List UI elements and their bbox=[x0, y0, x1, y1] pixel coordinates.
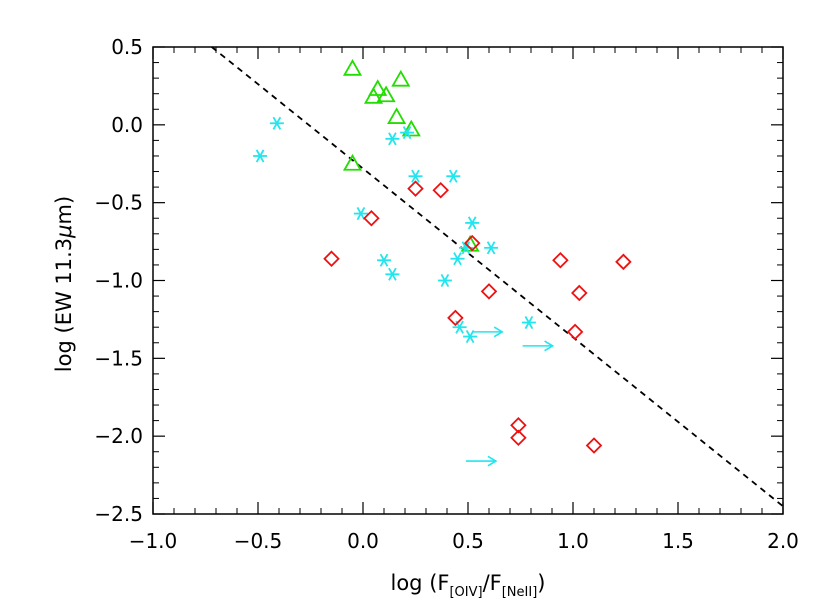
asterisk-marker bbox=[253, 149, 268, 163]
x-axis-title-suffix: ) bbox=[537, 571, 545, 595]
lower-limit-arrow bbox=[465, 455, 498, 467]
y-axis-title-suffix: m) bbox=[52, 196, 76, 225]
y-tick-label: 0.0 bbox=[111, 113, 143, 137]
x-axis-title-prefix: log (F bbox=[391, 571, 450, 595]
x-axis-title: log (F[OIV]/F[NeII]) bbox=[391, 571, 546, 600]
x-tick-label: 1.0 bbox=[557, 529, 589, 553]
diamond-marker bbox=[510, 429, 527, 446]
y-tick-label: −2.0 bbox=[94, 424, 143, 448]
x-tick-label: −1.0 bbox=[129, 529, 178, 553]
y-axis-title: log (EW 11.3μm) bbox=[52, 196, 76, 372]
y-tick-label: −1.0 bbox=[94, 269, 143, 293]
diamond-marker bbox=[323, 250, 340, 267]
asterisk-marker bbox=[385, 132, 400, 146]
asterisk-marker bbox=[385, 267, 400, 281]
y-tick-label: −2.5 bbox=[94, 502, 143, 526]
diamond-marker bbox=[363, 209, 380, 227]
x-axis-title-sub-oiv: [OIV] bbox=[449, 585, 482, 600]
triangle-marker bbox=[342, 153, 363, 171]
x-axis-title-sub-neii: [NeII] bbox=[502, 585, 538, 600]
asterisk-marker bbox=[377, 253, 391, 267]
fit-line bbox=[211, 46, 784, 507]
diamond-marker bbox=[566, 323, 584, 341]
diamond-marker bbox=[552, 251, 569, 269]
diamond-marker bbox=[447, 309, 464, 327]
x-tick-label: 2.0 bbox=[767, 529, 799, 553]
asterisk-marker bbox=[521, 315, 536, 330]
asterisk-marker bbox=[353, 207, 368, 221]
triangle-marker bbox=[387, 107, 407, 124]
x-tick-label: 0.0 bbox=[347, 529, 379, 553]
asterisk-marker bbox=[465, 216, 480, 230]
y-axis-title-prefix: log (EW 11.3 bbox=[52, 238, 76, 372]
triangle-marker bbox=[391, 69, 411, 87]
diamond-marker bbox=[510, 416, 527, 434]
y-tick-label: −0.5 bbox=[94, 191, 143, 215]
triangle-marker bbox=[363, 86, 384, 104]
y-axis-title-mu: μ bbox=[52, 224, 76, 238]
y-tick-label: 0.5 bbox=[111, 35, 143, 59]
x-tick-label: 1.5 bbox=[662, 529, 694, 553]
lower-limit-arrow bbox=[472, 326, 504, 338]
diamond-marker bbox=[571, 284, 588, 302]
asterisk-marker bbox=[446, 169, 461, 183]
x-tick-label: 0.5 bbox=[452, 529, 484, 553]
lower-limit-arrow bbox=[522, 340, 555, 352]
diamond-marker bbox=[615, 253, 632, 271]
diamond-marker bbox=[407, 180, 424, 197]
x-tick-label: −0.5 bbox=[234, 529, 283, 553]
x-axis-title-mid: /F bbox=[483, 571, 502, 595]
plot-frame bbox=[152, 46, 784, 515]
triangle-marker bbox=[342, 58, 363, 76]
asterisk-marker bbox=[437, 273, 452, 288]
diamond-marker bbox=[585, 437, 603, 454]
diamond-marker bbox=[432, 181, 449, 199]
diamond-marker bbox=[463, 234, 481, 252]
asterisk-marker bbox=[484, 241, 499, 255]
triangle-marker bbox=[376, 85, 396, 103]
asterisk-marker bbox=[408, 169, 423, 183]
asterisk-marker bbox=[400, 126, 415, 140]
diamond-marker bbox=[480, 283, 498, 300]
asterisk-marker bbox=[450, 252, 465, 266]
y-tick-label: −1.5 bbox=[94, 346, 143, 370]
triangle-marker bbox=[401, 119, 421, 137]
asterisk-marker bbox=[269, 116, 284, 130]
